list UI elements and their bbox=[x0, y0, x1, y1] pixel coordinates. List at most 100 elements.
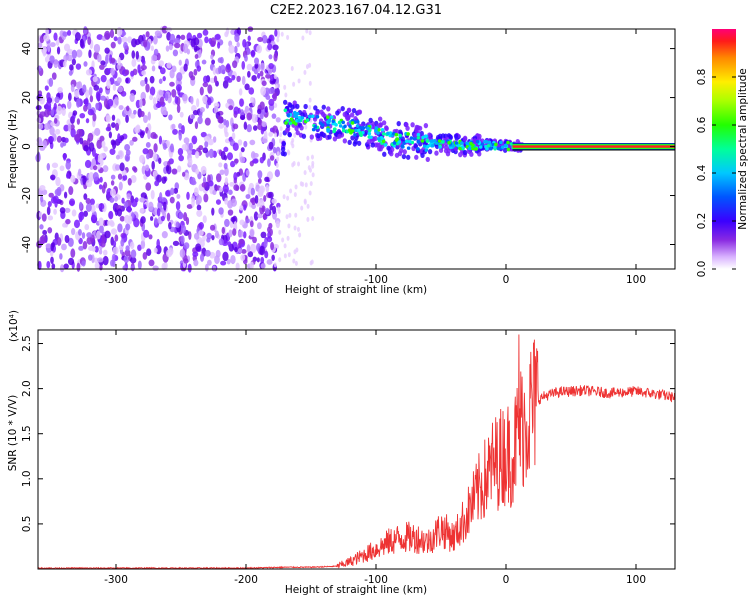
noise-speckle bbox=[183, 258, 188, 263]
noise-speckle bbox=[56, 106, 62, 115]
noise-speckle bbox=[265, 106, 268, 113]
noise-speckle bbox=[103, 256, 109, 265]
noise-speckle bbox=[220, 57, 224, 64]
snr-x-tick-label: 100 bbox=[626, 574, 646, 586]
signal-halo bbox=[283, 100, 287, 105]
signal-core bbox=[426, 139, 430, 143]
noise-speckle bbox=[203, 76, 208, 84]
noise-speckle bbox=[88, 133, 94, 142]
noise-speckle bbox=[212, 190, 216, 195]
noise-speckle bbox=[195, 54, 199, 59]
signal-core bbox=[311, 114, 315, 118]
noise-speckle bbox=[117, 223, 122, 232]
noise-speckle bbox=[69, 70, 73, 75]
noise-speckle bbox=[177, 165, 181, 172]
noise-speckle bbox=[168, 222, 172, 229]
noise-speckle bbox=[47, 206, 51, 215]
noise-speckle bbox=[214, 255, 220, 264]
noise-speckle bbox=[176, 201, 180, 210]
noise-speckle bbox=[140, 216, 145, 224]
noise-speckle bbox=[64, 138, 68, 143]
noise-speckle bbox=[190, 180, 196, 185]
signal-core bbox=[413, 137, 417, 141]
noise-speckle bbox=[135, 197, 139, 202]
signal-halo bbox=[303, 104, 307, 109]
noise-speckle-faint bbox=[276, 163, 279, 168]
noise-speckle bbox=[157, 208, 161, 217]
signal-core bbox=[421, 136, 425, 140]
noise-speckle-faint bbox=[286, 196, 289, 201]
noise-speckle bbox=[198, 230, 203, 236]
noise-speckle bbox=[131, 59, 136, 67]
noise-speckle bbox=[218, 66, 221, 75]
noise-speckle bbox=[207, 98, 211, 106]
noise-speckle bbox=[257, 257, 260, 262]
signal-core bbox=[351, 129, 355, 133]
signal-core bbox=[410, 136, 414, 140]
spectrogram-x-axis-label: Height of straight line (km) bbox=[285, 284, 427, 296]
noise-speckle bbox=[217, 42, 220, 49]
noise-speckle bbox=[226, 120, 229, 128]
noise-speckle bbox=[236, 76, 241, 82]
noise-speckle bbox=[219, 187, 222, 193]
noise-speckle bbox=[86, 232, 92, 238]
snr-x-axis-label: Height of straight line (km) bbox=[285, 584, 427, 596]
noise-speckle bbox=[273, 53, 277, 62]
noise-speckle-faint bbox=[310, 181, 313, 186]
noise-speckle bbox=[140, 80, 145, 87]
noise-speckle bbox=[273, 92, 277, 101]
snr-y-tick-label: 1.0 bbox=[21, 470, 33, 487]
noise-speckle-faint bbox=[303, 70, 306, 75]
noise-speckle bbox=[207, 84, 212, 94]
noise-speckle bbox=[36, 105, 42, 110]
noise-speckle bbox=[204, 36, 208, 43]
signal-core bbox=[479, 145, 483, 149]
signal-core bbox=[487, 144, 491, 148]
noise-speckle bbox=[180, 249, 186, 258]
noise-speckle bbox=[116, 27, 122, 36]
noise-speckle bbox=[220, 261, 226, 266]
noise-speckle bbox=[166, 45, 170, 51]
signal-core bbox=[356, 120, 360, 124]
noise-speckle bbox=[163, 202, 166, 211]
noise-speckle bbox=[79, 113, 85, 118]
noise-speckle bbox=[241, 147, 245, 152]
noise-speckle bbox=[82, 84, 86, 93]
noise-speckle bbox=[150, 76, 155, 84]
noise-speckle bbox=[151, 190, 155, 200]
noise-speckle bbox=[91, 214, 96, 223]
noise-speckle bbox=[251, 50, 255, 58]
noise-speckle bbox=[274, 29, 277, 36]
noise-speckle bbox=[145, 165, 149, 172]
noise-speckle bbox=[154, 217, 158, 225]
noise-speckle bbox=[251, 75, 256, 81]
noise-speckle bbox=[268, 63, 274, 69]
noise-speckle bbox=[227, 152, 233, 160]
noise-speckle bbox=[264, 131, 268, 139]
noise-speckle bbox=[39, 224, 43, 229]
noise-speckle bbox=[172, 168, 178, 174]
noise-speckle-faint bbox=[309, 191, 312, 196]
noise-speckle bbox=[63, 153, 66, 161]
noise-speckle bbox=[240, 156, 245, 163]
noise-speckle bbox=[229, 182, 234, 187]
noise-speckle bbox=[54, 97, 59, 104]
noise-speckle bbox=[159, 90, 164, 96]
signal-core bbox=[497, 147, 501, 151]
noise-speckle bbox=[202, 96, 208, 103]
noise-speckle bbox=[261, 205, 265, 212]
signal-halo bbox=[398, 151, 402, 156]
signal-core bbox=[289, 121, 293, 125]
noise-speckle bbox=[140, 131, 144, 138]
noise-speckle bbox=[60, 165, 65, 171]
noise-speckle bbox=[150, 86, 155, 95]
noise-speckle bbox=[78, 212, 84, 221]
noise-speckle bbox=[196, 200, 200, 206]
noise-speckle bbox=[239, 88, 243, 95]
noise-speckle bbox=[211, 235, 214, 240]
noise-speckle bbox=[76, 49, 82, 57]
signal-core bbox=[474, 147, 478, 151]
noise-speckle bbox=[155, 30, 161, 36]
signal-core bbox=[382, 139, 386, 143]
noise-speckle bbox=[256, 45, 262, 54]
